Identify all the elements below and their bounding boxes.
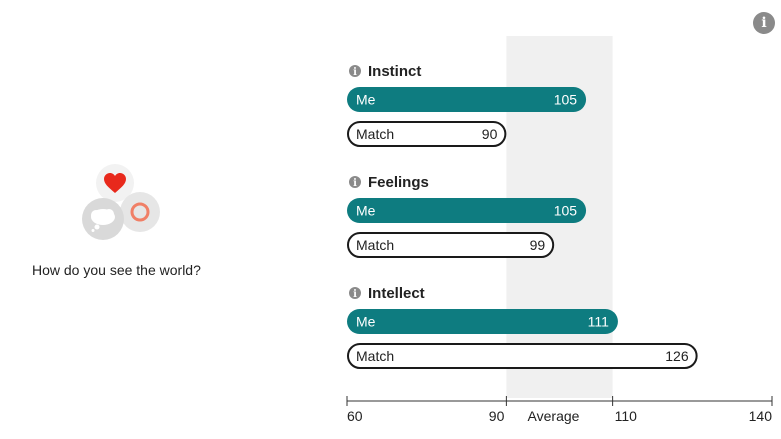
x-axis-tick-label: 110 [615,408,638,424]
match-bar-value: 99 [530,237,546,253]
average-band-label: Average [528,408,580,424]
x-axis-tick-label: 140 [749,408,773,424]
me-bar [347,87,587,112]
category-label: Feelings [368,174,429,191]
x-axis-tick-label: 60 [347,408,363,424]
me-bar [347,309,618,334]
match-bar [347,121,507,147]
me-bar [347,198,587,223]
perception-icon-cluster [80,164,162,242]
heart-icon [104,173,126,193]
me-bar-value: 105 [554,203,578,219]
me-bar-series-label: Me [356,203,376,219]
x-axis-tick-label: 90 [489,408,505,424]
category-info-glyph: i [353,67,357,78]
heart-icon-circle [96,164,134,202]
ring-icon-circle [120,192,160,232]
match-bar-series-label: Match [356,237,394,253]
category-info-glyph: i [353,289,357,300]
thought-bubble-icon-circle [82,198,124,240]
me-bar-value: 111 [588,314,609,330]
match-bar [347,343,698,369]
me-bar-value: 105 [554,92,578,108]
ring-icon [130,202,150,222]
thought-bubble-icon [91,209,115,232]
match-bar-value: 126 [665,348,689,364]
category-info-glyph: i [353,178,357,189]
category-label: Intellect [368,285,425,302]
question-text: How do you see the world? [32,262,201,278]
match-bar-series-label: Match [356,126,394,142]
me-bar-series-label: Me [356,314,376,330]
match-bar [347,232,555,258]
match-bar-series-label: Match [356,348,394,364]
category-info-icon [349,176,361,188]
category-info-icon [349,287,361,299]
info-icon[interactable]: i [753,12,775,34]
category-info-icon [349,65,361,77]
match-bar-value: 90 [482,126,498,142]
category-label: Instinct [368,63,421,80]
me-bar-series-label: Me [356,92,376,108]
